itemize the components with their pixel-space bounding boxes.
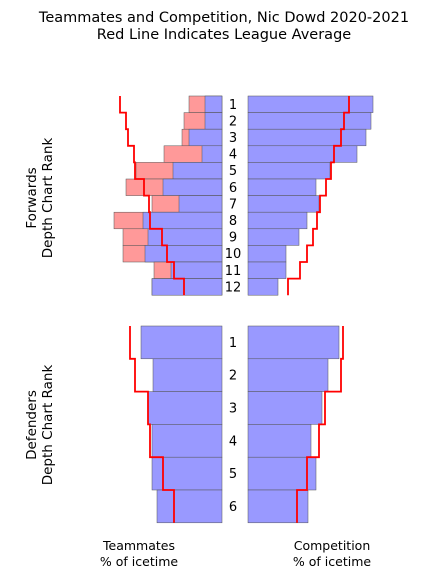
- forwards-axis-label-text-line: Forwards: [24, 167, 40, 228]
- forwards-rank-label: 5: [229, 164, 237, 179]
- forwards-rank-label: 8: [229, 214, 237, 229]
- forwards-competition-bar: [247, 211, 308, 230]
- forwards-rank-label: 11: [225, 264, 242, 279]
- defenders-competition-bar: [247, 456, 317, 491]
- forwards-axis-label-text: ForwardsDepth Chart Rank: [24, 138, 56, 259]
- defenders-axis-label-text: DefendersDepth Chart Rank: [24, 365, 56, 486]
- defenders-rank-label: 1: [229, 336, 237, 351]
- competition-axis-label-text-line: % of icetime: [293, 554, 371, 569]
- defenders-competition-bar: [247, 391, 323, 425]
- defenders-rank-label: 4: [229, 434, 237, 449]
- defenders-rank-label: 3: [229, 402, 237, 417]
- defenders-axis-label-text-line: Depth Chart Rank: [40, 365, 56, 486]
- forwards-competition-bar: [247, 128, 367, 147]
- forwards-competition-bar: [247, 261, 287, 279]
- defenders-rank-label: 2: [229, 369, 237, 384]
- forwards-rank-label: 7: [229, 197, 237, 212]
- defenders-competition-bar: [247, 325, 340, 360]
- forwards-teammates-bar: [170, 261, 223, 279]
- forwards-teammates-bar: [204, 112, 223, 130]
- defenders-axis-label-text-line: Defenders: [24, 390, 40, 460]
- forwards-rank-label: 3: [229, 131, 237, 146]
- forwards-teammates-bar: [188, 128, 223, 147]
- forwards-rank-label: 1: [229, 98, 237, 113]
- defenders-axis-label: DefendersDepth Chart Rank: [24, 365, 56, 486]
- forwards-rank-label: 2: [229, 114, 237, 129]
- competition-axis-label-text: Competition% of icetime: [293, 538, 371, 569]
- defenders-teammates-bar: [152, 358, 223, 392]
- competition-axis-label-text-line: Competition: [294, 538, 371, 553]
- forwards-rank-label: 6: [229, 181, 237, 196]
- forwards-axis-label-text-line: Depth Chart Rank: [40, 138, 56, 259]
- teammates-axis-label-text-line: % of icetime: [100, 554, 178, 569]
- forwards-competition-bar: [247, 178, 317, 196]
- league-average-lines: [119, 96, 350, 523]
- forwards-teammates-bar: [151, 278, 223, 296]
- forwards-competition-bar: [247, 145, 358, 163]
- forwards-competition-bar: [247, 195, 320, 213]
- defenders-teammates-bar: [156, 489, 223, 524]
- forwards-competition-bar: [247, 162, 331, 180]
- defenders-teammates-league-line: [129, 326, 175, 523]
- forwards-competition-bar: [247, 112, 372, 130]
- competition-axis-label: Competition% of icetime: [293, 538, 371, 569]
- forwards-competition-bar: [247, 245, 287, 263]
- forwards-teammates-bar: [204, 95, 223, 113]
- forwards-axis-label: ForwardsDepth Chart Rank: [24, 138, 56, 259]
- forwards-competition-bar: [247, 228, 300, 246]
- defenders-teammates-bar: [151, 424, 223, 458]
- defenders-rank-label: 6: [229, 500, 237, 515]
- forwards-rank-label: 9: [229, 231, 237, 246]
- forwards-teammates-bar: [147, 228, 223, 246]
- forwards-teammates-league-line: [119, 96, 185, 296]
- forwards-teammates-bar: [142, 211, 223, 230]
- forwards-competition-bar: [247, 95, 374, 113]
- defenders-competition-league-line: [296, 326, 344, 523]
- forwards-competition-bar: [247, 278, 279, 296]
- chart-subtitle: Red Line Indicates League Average: [97, 27, 351, 43]
- forwards-teammates-bar: [201, 145, 223, 163]
- defenders-competition-bar: [247, 424, 312, 458]
- defenders-rank-label: 5: [229, 467, 237, 482]
- teammates-axis-label-text-line: Teammates: [102, 538, 175, 553]
- forwards-teammates-bar: [172, 162, 223, 180]
- forwards-rank-label: 4: [229, 148, 237, 163]
- forwards-rank-label: 12: [225, 280, 242, 295]
- defenders-teammates-bar: [147, 391, 223, 425]
- forwards-competition-league-line: [287, 96, 350, 296]
- defenders-competition-bar: [247, 489, 309, 524]
- defenders-competition-bar: [247, 358, 329, 392]
- forwards-teammates-bar: [162, 178, 223, 196]
- teammates-axis-label: Teammates% of icetime: [100, 538, 178, 569]
- defenders-teammates-bar: [140, 325, 223, 360]
- forwards-teammates-bar: [178, 195, 223, 213]
- forwards-rank-label: 10: [225, 247, 242, 262]
- chart-title: Teammates and Competition, Nic Dowd 2020…: [38, 10, 409, 26]
- teammates-axis-label-text: Teammates% of icetime: [100, 538, 178, 569]
- forwards-teammates-bar: [144, 245, 223, 263]
